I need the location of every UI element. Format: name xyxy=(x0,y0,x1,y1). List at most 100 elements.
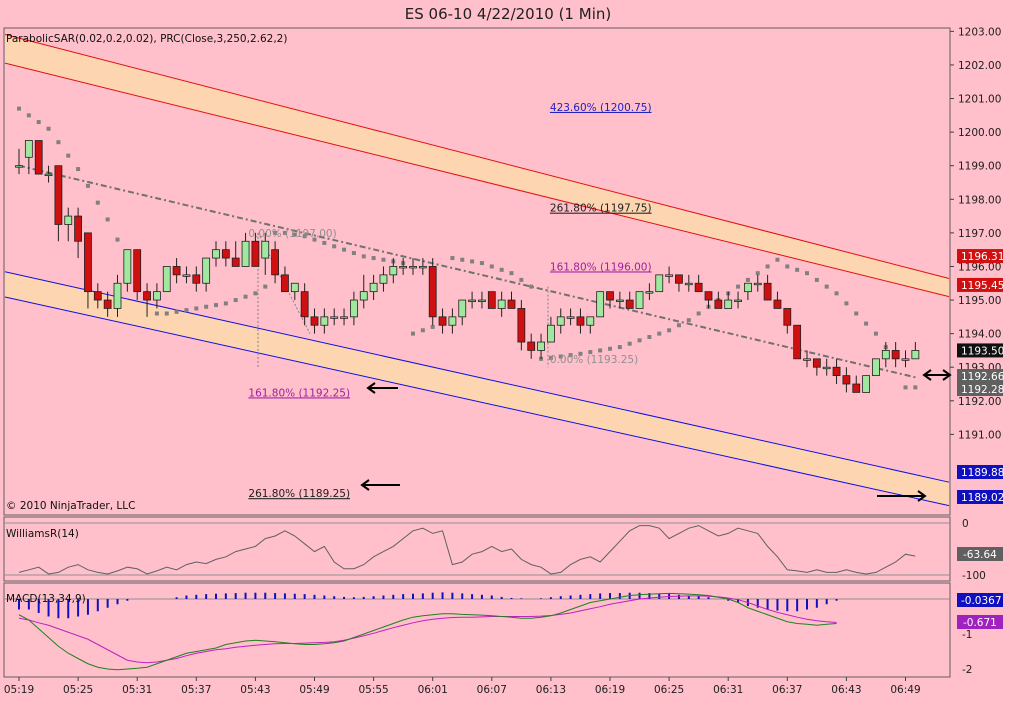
candle-body[interactable] xyxy=(527,341,536,351)
candle-body[interactable] xyxy=(15,165,23,168)
candle-body[interactable] xyxy=(300,291,309,318)
candle-body[interactable] xyxy=(172,266,181,276)
fib-level-label: 261.80% (1189.25) xyxy=(248,488,350,500)
candle-body[interactable] xyxy=(428,266,437,318)
macd-panel[interactable]: MACD(13,34,9)0-1-2-0.0367-0.671 xyxy=(3,582,1003,678)
candle-body[interactable] xyxy=(349,299,358,318)
candle-body[interactable] xyxy=(389,266,398,276)
candle-body[interactable] xyxy=(409,266,417,269)
candle-body[interactable] xyxy=(438,316,447,326)
candle-body[interactable] xyxy=(596,291,605,318)
candle-body[interactable] xyxy=(271,249,280,276)
candle-body[interactable] xyxy=(537,341,545,351)
candle-body[interactable] xyxy=(93,291,102,301)
candle-body[interactable] xyxy=(281,274,289,293)
price-panel[interactable]: 1203.00 1202.00 1201.00 1200.00 1199.00 1198.… xyxy=(3,26,1005,516)
candle-body[interactable] xyxy=(369,282,378,293)
candle-body[interactable] xyxy=(24,140,33,158)
candle-body[interactable] xyxy=(753,282,762,286)
candle-body[interactable] xyxy=(566,316,575,319)
candle-body[interactable] xyxy=(862,375,870,393)
candle-body[interactable] xyxy=(606,291,614,301)
candle-body[interactable] xyxy=(763,282,772,301)
candle-body[interactable] xyxy=(152,291,161,301)
candle-body[interactable] xyxy=(340,316,348,319)
candle-body[interactable] xyxy=(655,274,664,293)
candle-body[interactable] xyxy=(458,299,467,318)
candle-body[interactable] xyxy=(44,173,53,177)
candle-body[interactable] xyxy=(586,316,595,326)
sar-dot xyxy=(696,311,701,316)
upper-band xyxy=(5,34,949,297)
candle-body[interactable] xyxy=(202,257,211,284)
candle-body[interactable] xyxy=(320,316,329,326)
candle-body[interactable] xyxy=(379,274,388,284)
candle-body[interactable] xyxy=(290,282,299,293)
candle-body[interactable] xyxy=(645,291,654,294)
candle-body[interactable] xyxy=(675,274,683,284)
candle-body[interactable] xyxy=(241,240,250,267)
candle-body[interactable] xyxy=(310,316,319,326)
candle-body[interactable] xyxy=(221,249,230,259)
candle-body[interactable] xyxy=(773,299,782,309)
candle-body[interactable] xyxy=(615,299,624,302)
candle-body[interactable] xyxy=(468,299,477,302)
candle-body[interactable] xyxy=(812,358,821,368)
candle-body[interactable] xyxy=(330,316,339,319)
candle-body[interactable] xyxy=(123,249,132,284)
candle-body[interactable] xyxy=(547,324,555,343)
candle-body[interactable] xyxy=(881,350,890,360)
candle-body[interactable] xyxy=(103,299,112,309)
candle-body[interactable] xyxy=(901,358,910,361)
candle-body[interactable] xyxy=(251,240,260,267)
candle-body[interactable] xyxy=(704,291,713,301)
candle-body[interactable] xyxy=(822,366,831,370)
candle-body[interactable] xyxy=(872,358,880,377)
candle-body[interactable] xyxy=(143,291,151,301)
candle-body[interactable] xyxy=(359,291,368,301)
candle-body[interactable] xyxy=(832,366,841,377)
candle-body[interactable] xyxy=(665,274,673,277)
candle-body[interactable] xyxy=(625,299,634,309)
candle-body[interactable] xyxy=(74,215,82,242)
candle-body[interactable] xyxy=(556,316,565,326)
candle-body[interactable] xyxy=(84,232,92,293)
candle-body[interactable] xyxy=(182,274,191,277)
candle-body[interactable] xyxy=(714,299,723,309)
candle-body[interactable] xyxy=(891,350,900,360)
candle-body[interactable] xyxy=(694,282,703,293)
candle-body[interactable] xyxy=(684,282,693,286)
candle-body[interactable] xyxy=(497,299,506,309)
candle-body[interactable] xyxy=(133,249,142,293)
candle-body[interactable] xyxy=(635,291,644,309)
candle-body[interactable] xyxy=(418,266,427,269)
candle-body[interactable] xyxy=(507,299,516,309)
candle-body[interactable] xyxy=(212,249,220,259)
candle-body[interactable] xyxy=(231,257,240,267)
candle-body[interactable] xyxy=(399,266,408,269)
candle-body[interactable] xyxy=(162,266,171,293)
candle-body[interactable] xyxy=(448,316,457,326)
candle-body[interactable] xyxy=(34,140,43,175)
candle-body[interactable] xyxy=(478,299,486,302)
candle-body[interactable] xyxy=(803,358,811,361)
candle-body[interactable] xyxy=(113,282,122,309)
candle-body[interactable] xyxy=(724,299,733,309)
candle-body[interactable] xyxy=(852,383,861,393)
candle-body[interactable] xyxy=(192,274,201,284)
candle-body[interactable] xyxy=(783,308,792,326)
williams-panel[interactable]: WilliamsR(14) 0 -100 -63.64 xyxy=(3,516,1003,582)
candle-body[interactable] xyxy=(487,291,496,309)
candle-body[interactable] xyxy=(911,350,920,360)
candle-body[interactable] xyxy=(517,308,526,343)
candle-body[interactable] xyxy=(54,165,63,225)
candle-body[interactable] xyxy=(842,375,851,385)
candle-body[interactable] xyxy=(64,215,73,225)
candle-body[interactable] xyxy=(261,240,270,259)
candle-body[interactable] xyxy=(734,299,742,302)
candle-body[interactable] xyxy=(793,324,802,360)
price-marker-label: 1192.66 xyxy=(961,371,1005,383)
candle-body[interactable] xyxy=(576,316,585,326)
candle-body[interactable] xyxy=(744,282,752,293)
fib-level-label: 0.00% (1197.00) xyxy=(248,228,336,240)
